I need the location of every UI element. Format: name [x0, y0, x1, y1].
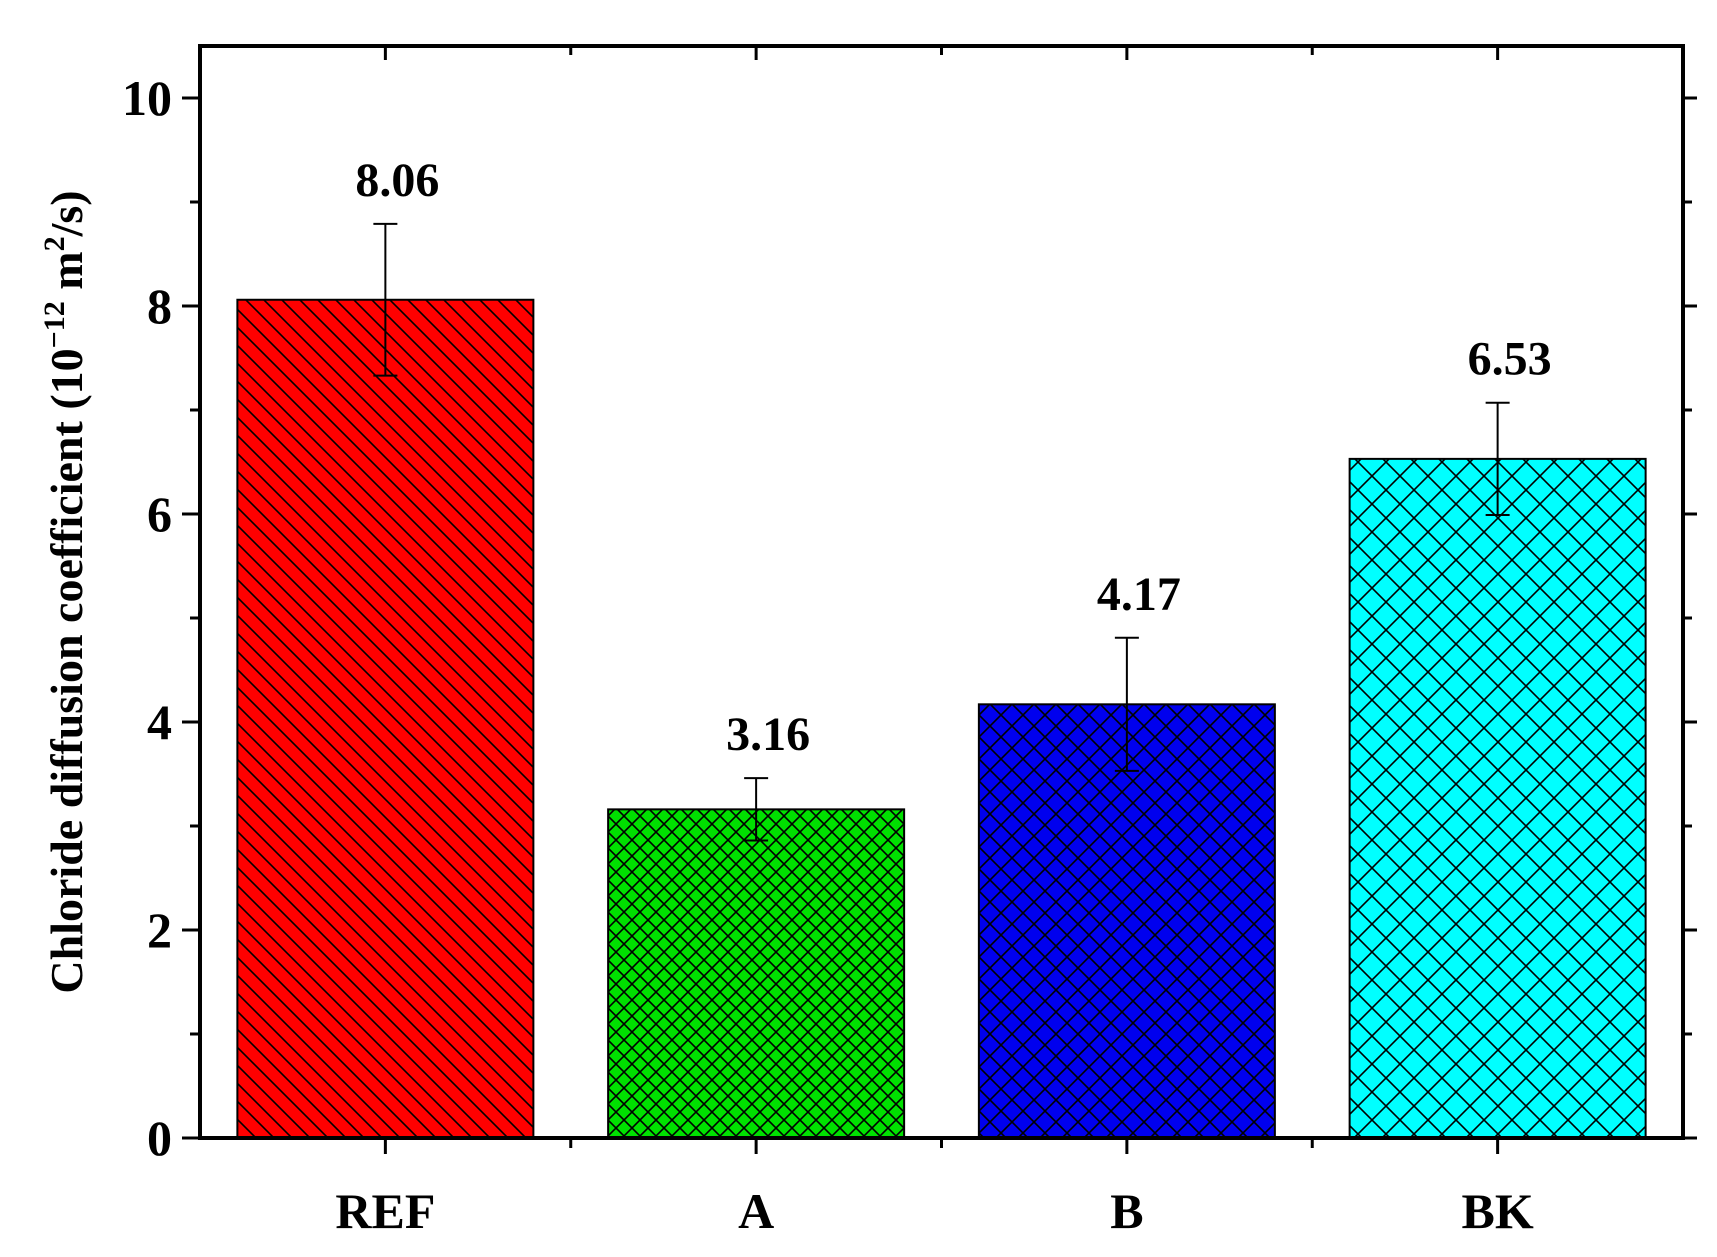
y-tick-label-4: 4: [147, 694, 172, 750]
y-tick-label-10: 10: [122, 70, 172, 126]
value-label-b: 4.17: [1097, 568, 1181, 621]
x-tick-label-ref: REF: [335, 1183, 435, 1239]
bar-a: [607, 808, 906, 1139]
error-bar-ref: [373, 222, 398, 377]
error-bar-b: [1114, 636, 1139, 772]
bar-ref: [236, 298, 535, 1139]
y-axis-label-mid: m: [41, 251, 92, 301]
y-tick-label-6: 6: [147, 486, 172, 542]
bar-b: [977, 703, 1276, 1139]
y-axis-label-main: Chloride diffusion coefficient (10: [41, 348, 92, 993]
bars-layer: [236, 298, 1647, 1139]
y-tick-labels: 0 2 4 6 8 10: [122, 70, 172, 1166]
y-axis-label-exp: −12: [38, 301, 71, 348]
y-tick-label-2: 2: [147, 902, 172, 958]
bar-bk: [1348, 457, 1647, 1139]
ticks-layer: [182, 46, 1697, 1154]
x-tick-label-a: A: [738, 1183, 774, 1239]
x-tick-label-b: B: [1110, 1183, 1143, 1239]
value-labels-layer: 8.06 3.16 4.17 6.53: [355, 154, 1551, 761]
error-bar-a: [744, 777, 769, 842]
error-bars-layer: [373, 222, 1510, 842]
value-label-bk: 6.53: [1468, 333, 1552, 386]
y-axis-label-exp2: 2: [38, 236, 71, 251]
value-label-a: 3.16: [726, 708, 810, 761]
value-label-ref: 8.06: [355, 154, 439, 207]
y-tick-label-8: 8: [147, 278, 172, 334]
y-axis-label: Chloride diffusion coefficient (10−12 m2…: [38, 190, 92, 993]
y-axis-label-tail: /s): [41, 190, 92, 237]
y-tick-label-0: 0: [147, 1110, 172, 1166]
x-tick-label-bk: BK: [1462, 1183, 1534, 1239]
error-bar-bk: [1485, 401, 1510, 517]
x-tick-labels: REF A B BK: [335, 1183, 1533, 1239]
